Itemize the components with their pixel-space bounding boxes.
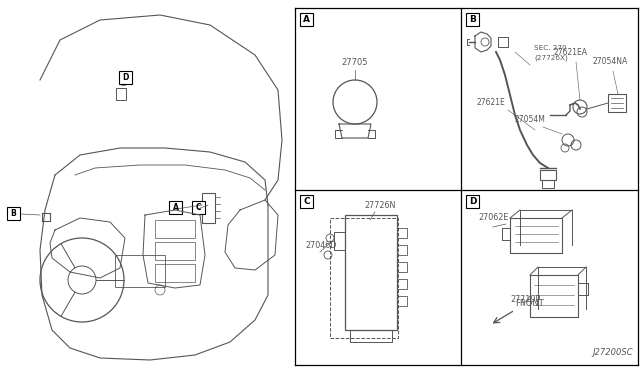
Text: (27726X): (27726X) — [534, 54, 568, 61]
Bar — [300, 13, 313, 26]
Bar — [466, 13, 479, 26]
Bar — [345, 215, 397, 330]
Text: D: D — [468, 197, 476, 206]
Bar — [202, 193, 215, 223]
Text: D: D — [122, 73, 129, 82]
Bar — [169, 201, 182, 214]
Text: 27062E: 27062E — [478, 213, 508, 222]
Bar — [155, 264, 195, 282]
Text: C: C — [303, 197, 310, 206]
Text: SEC. 270: SEC. 270 — [534, 45, 566, 51]
Text: 27054M: 27054M — [515, 115, 546, 124]
Text: 27054NA: 27054NA — [593, 57, 628, 66]
Text: C: C — [196, 203, 202, 212]
Bar — [350, 330, 392, 342]
Text: B: B — [11, 209, 17, 218]
Text: FRONT: FRONT — [515, 299, 544, 308]
Bar — [116, 88, 126, 100]
Bar — [7, 207, 20, 220]
Text: J27200SC: J27200SC — [593, 348, 633, 357]
Bar — [192, 201, 205, 214]
Text: 27719P: 27719P — [510, 295, 540, 304]
Text: 27621E: 27621E — [477, 98, 506, 107]
Text: 27726N: 27726N — [364, 201, 396, 210]
Bar — [119, 71, 132, 84]
Bar — [155, 220, 195, 238]
Text: A: A — [303, 15, 310, 24]
Bar — [397, 228, 407, 238]
Text: 27621EA: 27621EA — [554, 48, 588, 57]
Bar — [334, 232, 345, 250]
Bar — [300, 195, 313, 208]
Bar — [397, 245, 407, 255]
Bar — [397, 279, 407, 289]
Bar — [542, 180, 554, 188]
Bar — [608, 94, 626, 112]
Bar — [540, 170, 556, 180]
Text: 27046D: 27046D — [305, 241, 337, 250]
Text: 27705: 27705 — [342, 58, 368, 67]
Bar — [466, 195, 479, 208]
Text: B: B — [469, 15, 476, 24]
Bar — [115, 255, 165, 287]
Bar — [397, 262, 407, 272]
Bar — [155, 242, 195, 260]
Text: A: A — [173, 203, 179, 212]
Bar — [330, 218, 398, 338]
Bar — [397, 296, 407, 306]
